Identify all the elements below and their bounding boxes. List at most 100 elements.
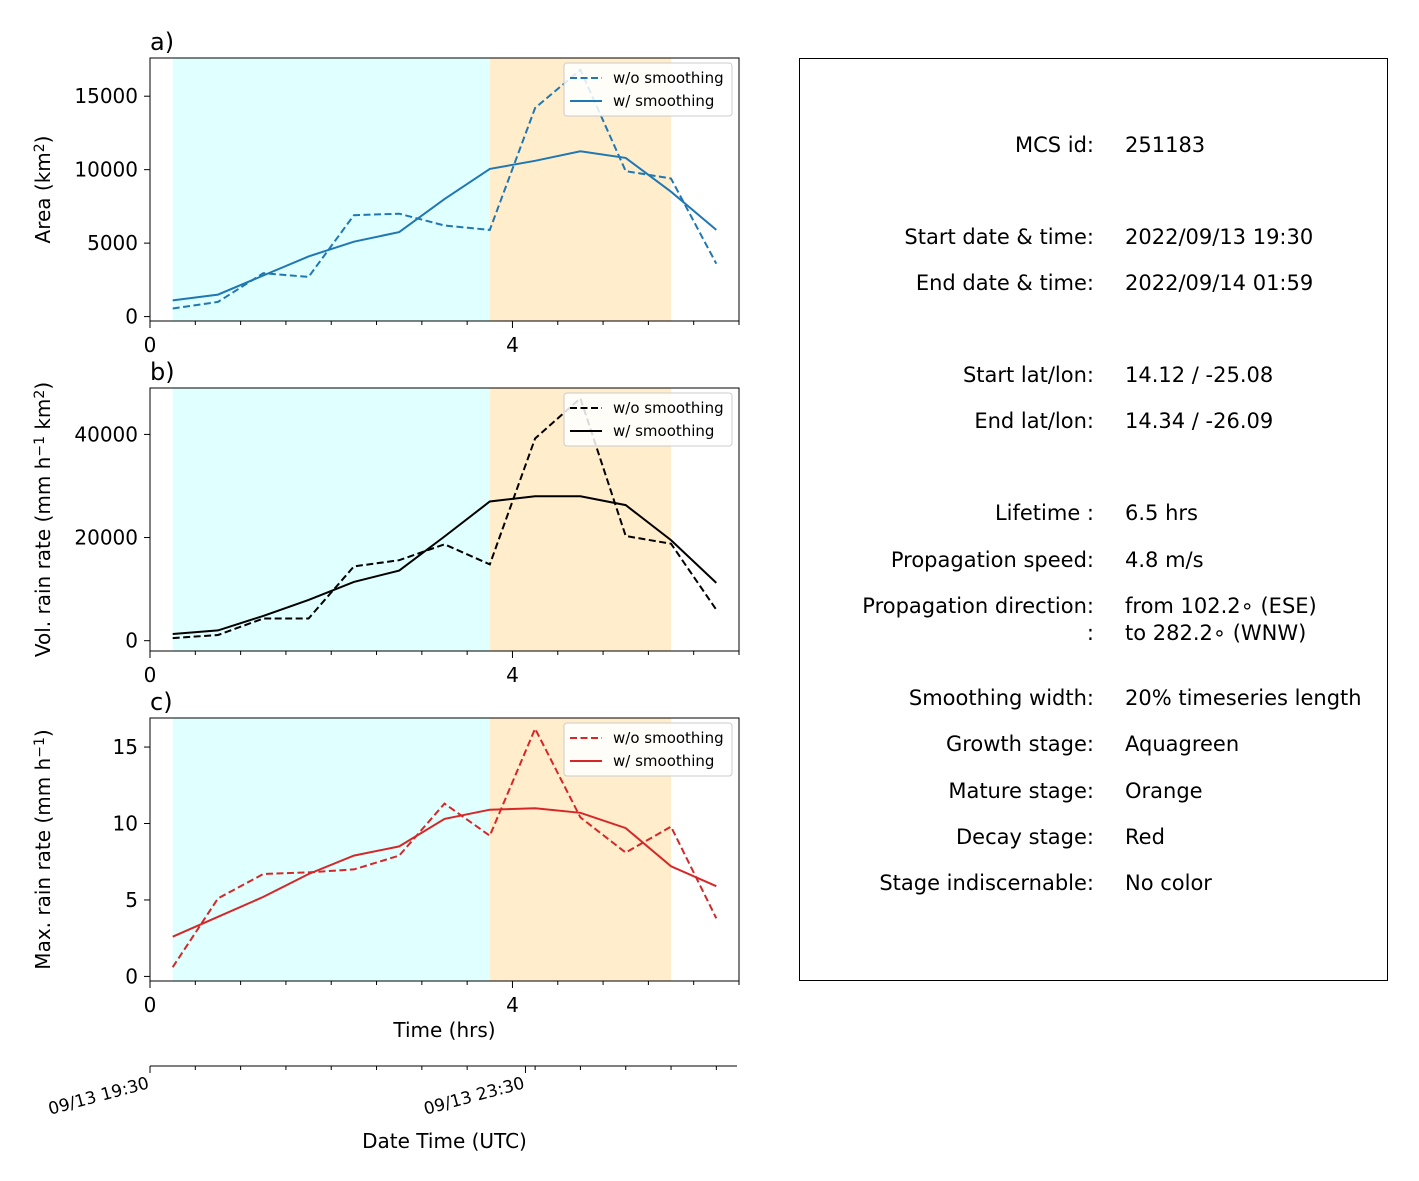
info-value: 6.5 hrs	[1125, 501, 1198, 525]
info-row: Growth stage: Aquagreen	[800, 732, 1389, 762]
info-row: End date & time: 2022/09/14 01:59	[800, 271, 1389, 301]
info-row: Propagation speed: 4.8 m/s	[800, 548, 1389, 578]
y-axis-label: Vol. rain rate (mm h−1 km2)	[31, 382, 55, 657]
y-tick-label: 5	[125, 888, 138, 912]
datetime-tick-label: 09/13 23:30	[422, 1074, 527, 1120]
info-label: Decay stage:	[956, 825, 1094, 849]
legend-entry: w/o smoothing	[613, 69, 724, 87]
y-tick-label: 15	[113, 735, 138, 759]
y-tick-label: 5000	[87, 231, 138, 255]
legend-box	[563, 392, 733, 447]
raw-series-line	[171, 726, 718, 968]
y-tick-label: 0	[125, 305, 138, 329]
axes-frame	[149, 387, 740, 652]
info-row: Smoothing width: 20% timeseries length	[800, 686, 1389, 716]
x-tick-label: 4	[506, 333, 519, 357]
info-label: Growth stage:	[945, 732, 1094, 756]
x-tick-label: 0	[144, 333, 157, 357]
y-tick-label: 0	[125, 964, 138, 988]
panel-label: b)	[150, 358, 175, 386]
legend-entry: w/ smoothing	[613, 92, 714, 110]
y-axis-label-part: Area (km	[31, 152, 55, 243]
legend-entry: w/o smoothing	[613, 399, 724, 417]
y-axis-label-part: Max. rain rate (mm h	[31, 758, 55, 970]
legend-entry: w/ smoothing	[613, 422, 714, 440]
y-axis-label: Area (km2)	[31, 136, 55, 244]
y-axis-label-superscript: −1	[32, 737, 48, 758]
info-label: :	[1086, 621, 1094, 645]
y-tick-label: 20000	[74, 526, 138, 550]
legend-box	[563, 722, 733, 777]
panel-label: c)	[150, 688, 173, 716]
legend: w/o smoothing w/ smoothing	[563, 722, 733, 777]
info-row: Decay stage: Red	[800, 825, 1389, 855]
y-axis-label-part: )	[31, 136, 55, 144]
area-panel: 0 5000 10000 15000 0 4 a) Area (km2) w/o smoothi…	[31, 28, 740, 357]
panel-label: a)	[150, 28, 174, 56]
info-value: 14.12 / -25.08	[1125, 363, 1274, 387]
info-label: Propagation direction:	[862, 594, 1094, 618]
datetime-axis: 09/13 19:30 09/13 23:30 Date Time (UTC)	[46, 1065, 737, 1153]
datetime-axis-label: Date Time (UTC)	[362, 1129, 527, 1153]
y-tick-label: 40000	[74, 422, 138, 446]
x-tick-label: 4	[506, 993, 519, 1017]
info-row: End lat/lon: 14.34 / -26.09	[800, 409, 1389, 439]
legend: w/o smoothing w/ smoothing	[563, 392, 733, 447]
info-value: 20% timeseries length	[1125, 686, 1362, 710]
x-tick-label: 4	[506, 663, 519, 687]
info-label: Mature stage:	[948, 779, 1094, 803]
legend-box	[563, 62, 733, 117]
vol-rain-rate-panel: 0 20000 40000 0 4 b) Vol. rain rate (mm h−1 km…	[31, 358, 740, 687]
info-row: Lifetime : 6.5 hrs	[800, 501, 1389, 531]
info-label: Start date & time:	[904, 225, 1094, 249]
y-tick-label: 10	[113, 812, 138, 836]
info-row: MCS id: 251183	[800, 133, 1389, 163]
info-value: to 282.2∘ (WNW)	[1125, 621, 1307, 645]
growth-stage-band	[172, 718, 490, 981]
info-value: No color	[1125, 871, 1212, 895]
legend: w/o smoothing w/ smoothing	[563, 62, 733, 117]
raw-series-line	[172, 68, 718, 310]
info-value: 2022/09/14 01:59	[1125, 271, 1314, 295]
growth-stage-band	[172, 58, 490, 321]
y-axis-label-part: )	[31, 729, 55, 737]
info-row: Mature stage: Orange	[800, 779, 1389, 809]
info-row: Propagation direction: from 102.2∘ (ESE)	[800, 594, 1389, 624]
info-label: Propagation speed:	[890, 548, 1094, 572]
y-axis-label-superscript: 2	[32, 390, 48, 399]
smoothed-series-line	[172, 495, 717, 635]
info-row: : to 282.2∘ (WNW)	[800, 621, 1389, 651]
info-row: Start lat/lon: 14.12 / -25.08	[800, 363, 1389, 393]
datetime-tick-label: 09/13 19:30	[46, 1074, 151, 1120]
y-axis-label-part: )	[31, 382, 55, 390]
info-label: End lat/lon:	[974, 409, 1094, 433]
info-value: Orange	[1125, 779, 1203, 803]
y-axis-label: Max. rain rate (mm h−1)	[31, 729, 55, 969]
smoothed-series-line	[172, 150, 717, 302]
info-label: End date & time:	[915, 271, 1094, 295]
info-value: 4.8 m/s	[1125, 548, 1204, 572]
info-row: Start date & time: 2022/09/13 19:30	[800, 225, 1389, 255]
x-tick-label: 0	[144, 993, 157, 1017]
y-tick-label: 0	[125, 629, 138, 653]
info-label: Stage indiscernable:	[879, 871, 1094, 895]
info-label: Start lat/lon:	[962, 363, 1094, 387]
info-label: Smoothing width:	[908, 686, 1094, 710]
info-value: from 102.2∘ (ESE)	[1125, 594, 1317, 618]
info-value: 251183	[1125, 133, 1206, 157]
info-label: Lifetime :	[994, 501, 1094, 525]
max-rain-rate-panel: 0 5 10 15 0 4 c) Max. rain rate (mm h−1) w/o smo…	[31, 688, 740, 1042]
axes-frame	[149, 717, 740, 982]
info-row: Stage indiscernable: No color	[800, 871, 1389, 901]
info-value: Aquagreen	[1125, 732, 1240, 756]
info-value: Red	[1125, 825, 1165, 849]
smoothed-series-line	[172, 807, 717, 938]
legend-entry: w/o smoothing	[613, 729, 724, 747]
info-value: 14.34 / -26.09	[1125, 409, 1274, 433]
info-value: 2022/09/13 19:30	[1125, 225, 1314, 249]
y-tick-label: 10000	[74, 158, 138, 182]
growth-stage-band	[172, 388, 490, 651]
x-tick-label: 0	[144, 663, 157, 687]
y-axis-label-superscript: 2	[32, 143, 48, 152]
